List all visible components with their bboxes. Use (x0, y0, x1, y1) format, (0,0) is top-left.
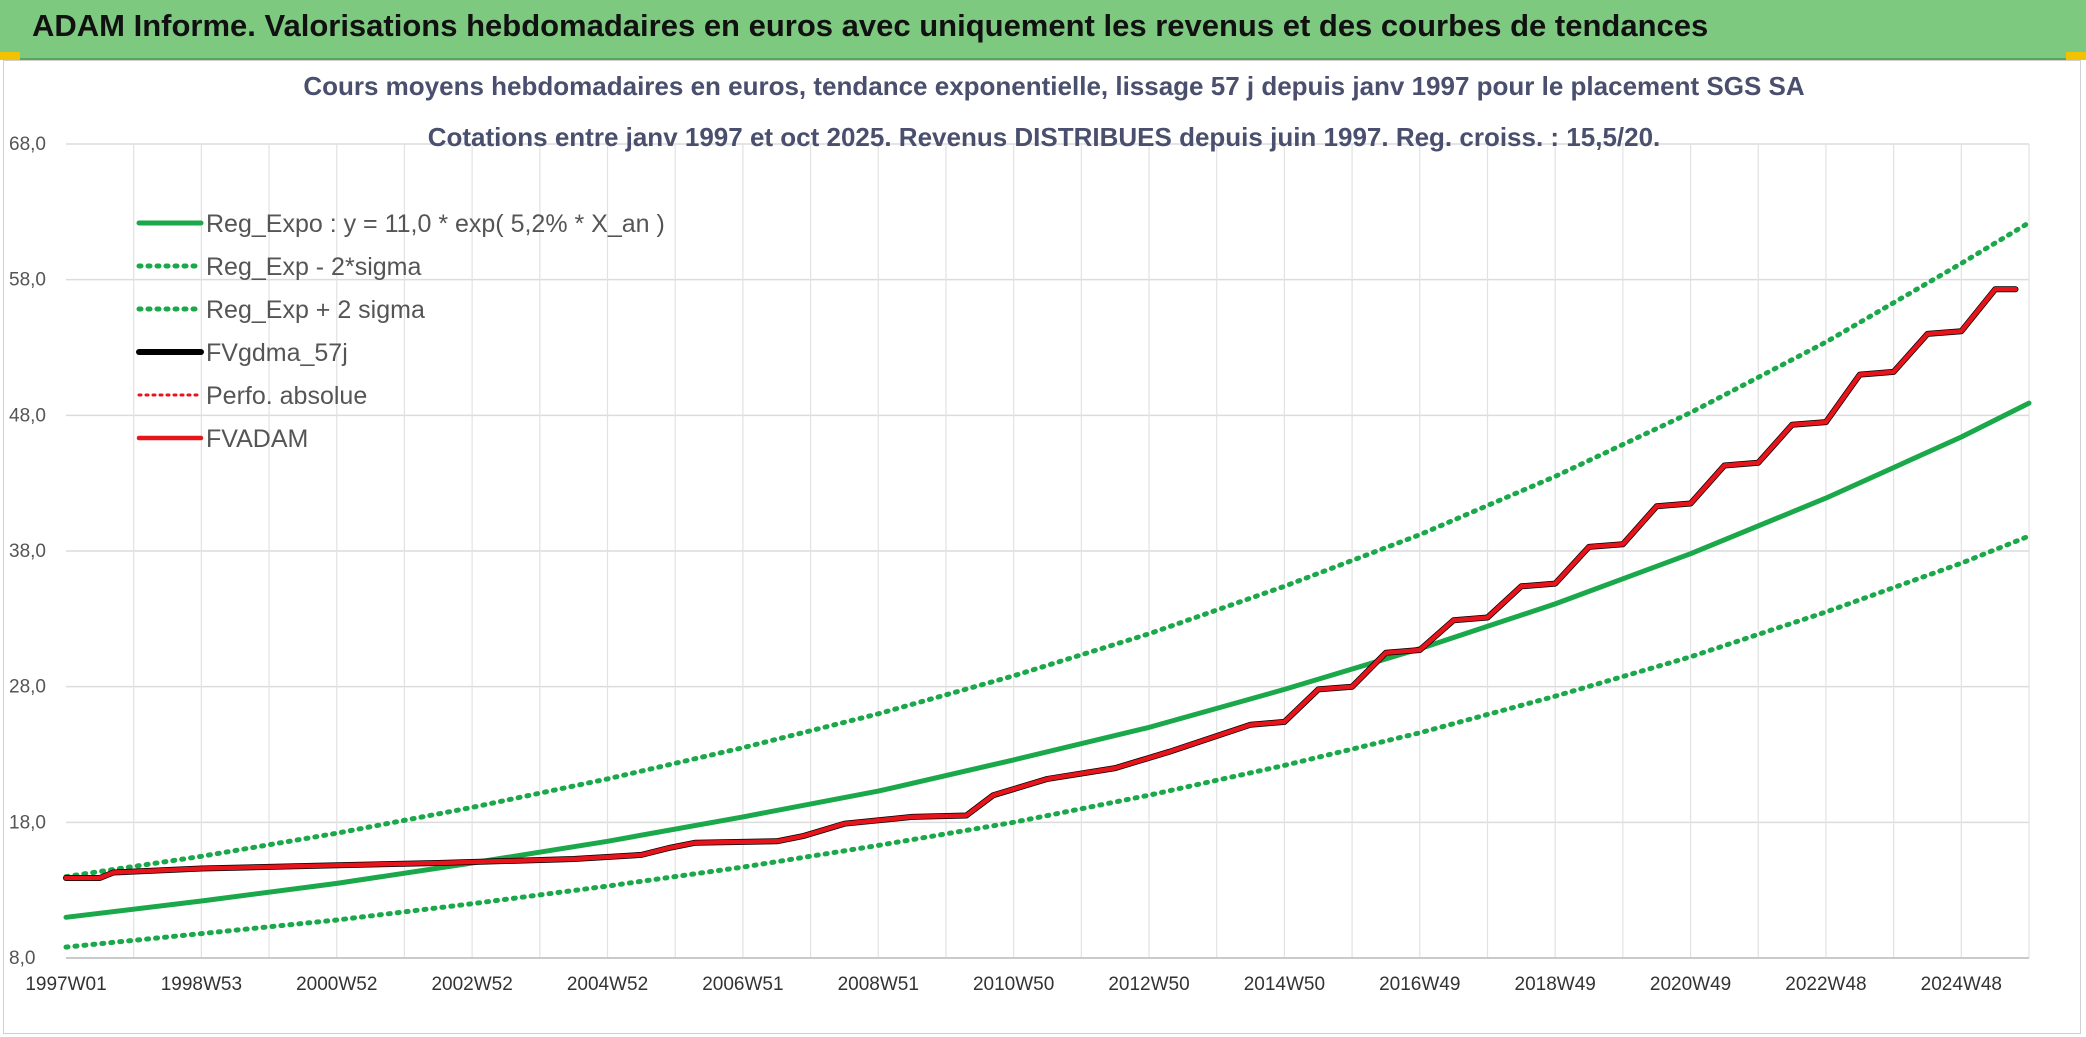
x-tick-label: 2002W52 (431, 974, 512, 995)
grid (66, 143, 2030, 959)
y-tick-label: 58,0 (9, 270, 46, 291)
series-line-0 (63, 400, 2032, 920)
x-tick-label: 2000W52 (296, 974, 377, 995)
y-tick-label: 48,0 (9, 405, 46, 426)
series-line-1 (63, 533, 2032, 950)
series-line-4 (64, 287, 2017, 880)
title-background (364, 65, 1724, 101)
legend-label: Reg_Exp + 2 sigma (206, 296, 425, 324)
x-tick-label: 1998W53 (161, 974, 242, 995)
x-tick-label: 2008W51 (838, 974, 919, 995)
x-tick-label: 1997W01 (25, 974, 106, 995)
legend-label: Perfo. absolue (206, 382, 367, 410)
series-line-2 (63, 220, 2032, 880)
x-tick-label: 2012W50 (1108, 974, 1189, 995)
axes: 8,0 18,0 28,0 38,0 48,0 58,0 68,0 1997W01 1998W5… (9, 134, 2029, 995)
x-tick-label: 2018W49 (1515, 974, 1596, 995)
x-tick-label: 2010W50 (973, 974, 1054, 995)
y-tick-label: 38,0 (9, 541, 46, 562)
chart-frame: Cours moyens hebdomadaires en euros, ten… (3, 60, 2081, 1034)
header-banner: ADAM Informe. Valorisations hebdomadaire… (0, 0, 2086, 60)
chart-subtitle: Cotations entre janv 1997 et oct 2025. R… (428, 122, 1661, 152)
y-tick-label: 18,0 (9, 812, 46, 833)
chart-title: Cours moyens hebdomadaires en euros, ten… (303, 71, 1805, 101)
subtitle-background (474, 101, 1714, 137)
y-tick-label: 8,0 (9, 948, 35, 969)
x-tick-label: 2024W48 (1921, 974, 2002, 995)
legend-label: FVgdma_57j (206, 339, 348, 367)
series-line-3 (63, 286, 2019, 881)
x-tick-label: 2016W49 (1379, 974, 1460, 995)
x-tick-label: 2022W48 (1785, 974, 1866, 995)
x-tick-label: 2020W49 (1650, 974, 1731, 995)
page-title: ADAM Informe. Valorisations hebdomadaire… (32, 8, 1709, 43)
x-tick-label: 2014W50 (1244, 974, 1325, 995)
x-tick-label: 2006W51 (702, 974, 783, 995)
line-chart: Cours moyens hebdomadaires en euros, ten… (9, 65, 2032, 995)
y-tick-label: 28,0 (9, 677, 46, 698)
y-tick-label: 68,0 (9, 134, 46, 155)
legend-label: Reg_Expo : y = 11,0 * exp( 5,2% * X_an ) (206, 210, 665, 238)
legend: Reg_Expo : y = 11,0 * exp( 5,2% * X_an )… (136, 210, 665, 453)
corner-marker-right (2066, 52, 2086, 60)
series (63, 220, 2032, 950)
x-tick-label: 2004W52 (567, 974, 648, 995)
legend-label: FVADAM (206, 425, 308, 453)
series-line-5 (63, 286, 2018, 881)
corner-marker-left (0, 52, 20, 60)
legend-label: Reg_Exp - 2*sigma (206, 253, 421, 281)
